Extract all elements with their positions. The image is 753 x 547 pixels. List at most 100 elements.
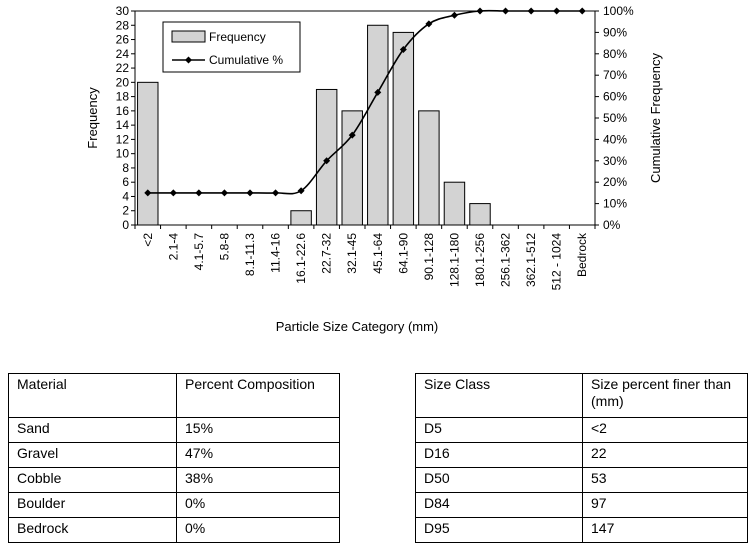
cumulative-point [272, 189, 280, 197]
table-cell: <2 [582, 417, 748, 443]
legend-label-frequency: Frequency [209, 30, 266, 44]
grain-size-chart: 0246810121416182022242628300%10%20%30%40… [85, 4, 663, 334]
y-tick-label: 4 [122, 189, 129, 203]
y-tick-label: 12 [116, 132, 130, 146]
size-class-table: Size Class Size percent finer than (mm) … [415, 373, 748, 543]
table-cell: 53 [582, 467, 748, 493]
x-tick-label: 45.1-64 [371, 233, 385, 274]
frequency-bar [469, 203, 491, 226]
cumulative-line [144, 7, 586, 197]
frequency-bar [367, 24, 389, 226]
y-tick-label: 22 [116, 61, 130, 75]
table-cell: 15% [176, 417, 340, 443]
table-cell: Bedrock [8, 517, 177, 543]
chart-axes: 0246810121416182022242628300%10%20%30%40… [116, 4, 634, 290]
legend-marker-cumulative [185, 56, 192, 64]
cumulative-point [450, 11, 458, 19]
y-tick-label: 30 [116, 4, 130, 18]
x-tick-label: 22.7-32 [320, 233, 334, 274]
chart-legend: Frequency Cumulative % [162, 21, 301, 73]
y2-tick-label: 60% [603, 90, 627, 104]
table-cell: Boulder [8, 492, 177, 518]
cumulative-point [399, 46, 407, 54]
frequency-bar [290, 210, 312, 226]
cumulative-point [425, 20, 433, 28]
y2-tick-label: 100% [603, 4, 634, 18]
y2-tick-label: 20% [603, 175, 627, 189]
table-header-cell: Size percent finer than (mm) [582, 373, 748, 418]
x-tick-label: 256.1-362 [499, 233, 513, 287]
table-cell: Sand [8, 417, 177, 443]
table-row: Cobble 38% [8, 467, 340, 493]
table-row: Boulder 0% [8, 492, 340, 518]
table-header-cell: Material [8, 373, 177, 418]
frequency-bar [418, 110, 440, 226]
x-tick-label: 2.1-4 [166, 233, 180, 261]
y-tick-label: 24 [116, 47, 130, 61]
cumulative-point [195, 189, 203, 197]
material-composition-table: Material Percent Composition Sand 15% Gr… [8, 373, 340, 543]
x-tick-label: 512 - 1024 [550, 233, 564, 291]
y2-tick-label: 80% [603, 47, 627, 61]
table-cell: 147 [582, 517, 748, 543]
x-tick-label: 5.8-8 [217, 233, 231, 261]
y2-tick-label: 40% [603, 132, 627, 146]
cumulative-point [169, 189, 177, 197]
table-cell: 47% [176, 442, 340, 468]
legend-label-cumulative: Cumulative % [209, 53, 283, 67]
y-tick-label: 10 [116, 147, 130, 161]
y2-tick-label: 10% [603, 197, 627, 211]
y-tick-label: 16 [116, 104, 130, 118]
cumulative-point [297, 187, 305, 195]
x-tick-label: 16.1-22.6 [294, 233, 308, 284]
table-cell: D84 [415, 492, 583, 518]
y-tick-label: 26 [116, 33, 130, 47]
table-header-cell: Size Class [415, 373, 583, 418]
y2-axis-title: Cumulative Frequency [648, 52, 663, 183]
table-cell: D50 [415, 467, 583, 493]
y-tick-label: 8 [122, 161, 129, 175]
frequency-bar [443, 181, 466, 226]
table-header-cell: Percent Composition [176, 373, 340, 418]
y2-tick-label: 90% [603, 25, 627, 39]
x-tick-label: 4.1-5.7 [192, 233, 206, 271]
y-tick-label: 14 [116, 118, 130, 132]
table-row: Gravel 47% [8, 442, 340, 468]
cumulative-point [348, 131, 356, 139]
table-cell: Cobble [8, 467, 177, 493]
cumulative-point [374, 88, 382, 96]
table-cell: Gravel [8, 442, 177, 468]
y-axis-title: Frequency [85, 87, 100, 149]
cumulative-point [144, 189, 152, 197]
table-row: Bedrock 0% [8, 517, 340, 543]
table-header-row: Size Class Size percent finer than (mm) [415, 373, 748, 418]
table-cell: D95 [415, 517, 583, 543]
y-tick-label: 20 [116, 75, 130, 89]
x-tick-label: 32.1-45 [345, 233, 359, 274]
table-row: D95 147 [415, 517, 748, 543]
table-row: D84 97 [415, 492, 748, 518]
y-tick-label: 6 [122, 175, 129, 189]
x-tick-label: Bedrock [575, 232, 589, 277]
x-tick-label: 180.1-256 [473, 233, 487, 287]
legend-swatch-frequency [171, 30, 206, 43]
y-tick-label: 18 [116, 90, 130, 104]
cumulative-point [323, 157, 331, 165]
y2-tick-label: 0% [603, 218, 621, 232]
table-cell: 0% [176, 517, 340, 543]
x-tick-label: 362.1-512 [524, 233, 538, 287]
frequency-bar [137, 81, 159, 226]
table-cell: 22 [582, 442, 748, 468]
table-row: D50 53 [415, 467, 748, 493]
x-axis-title: Particle Size Category (mm) [276, 319, 439, 334]
x-tick-label: 128.1-180 [447, 233, 461, 287]
y-tick-label: 2 [122, 204, 129, 218]
table-cell: 0% [176, 492, 340, 518]
cumulative-point [246, 189, 254, 197]
cumulative-point [220, 189, 228, 197]
frequency-bar [341, 110, 363, 226]
frequency-bar [315, 88, 338, 226]
frequency-bars [137, 24, 491, 226]
table-cell: D16 [415, 442, 583, 468]
table-cell: 38% [176, 467, 340, 493]
